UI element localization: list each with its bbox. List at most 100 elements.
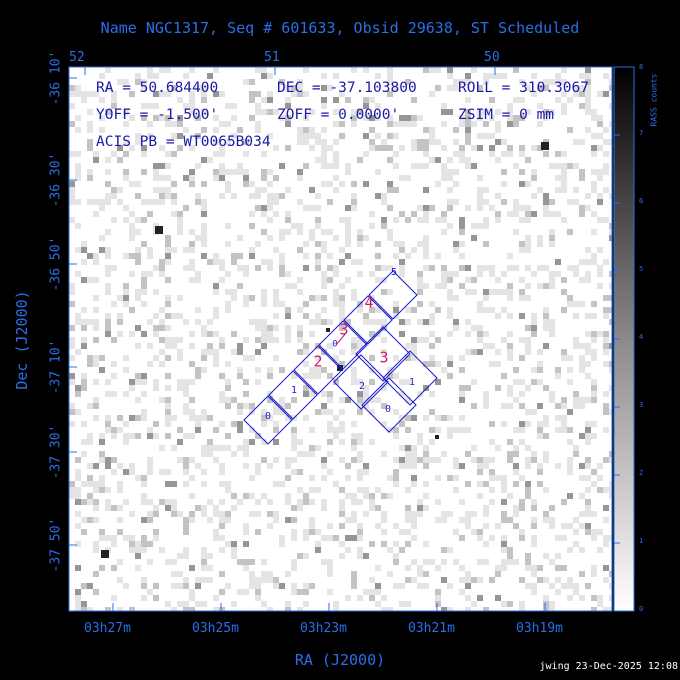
image-pixel — [159, 187, 165, 193]
image-pixel — [423, 151, 429, 157]
image-pixel — [339, 325, 345, 331]
image-pixel — [321, 499, 327, 505]
image-pixel — [417, 163, 423, 169]
image-pixel — [99, 199, 105, 205]
image-pixel — [477, 301, 483, 307]
image-pixel — [261, 259, 267, 265]
image-pixel — [165, 151, 171, 157]
image-pixel — [549, 277, 555, 283]
image-pixel — [531, 193, 537, 199]
image-pixel — [531, 367, 537, 373]
image-pixel — [543, 433, 549, 439]
image-pixel — [165, 343, 171, 349]
image-pixel — [111, 427, 117, 433]
image-pixel — [507, 313, 513, 319]
image-pixel — [327, 319, 333, 325]
chip-label: 4 — [364, 294, 373, 312]
image-pixel — [321, 391, 327, 397]
image-pixel — [501, 307, 507, 313]
image-pixel — [507, 253, 513, 259]
image-pixel — [219, 421, 225, 427]
image-pixel — [261, 169, 267, 175]
image-pixel — [189, 361, 195, 367]
image-pixel — [387, 373, 393, 379]
image-pixel — [357, 499, 363, 505]
image-pixel — [393, 307, 399, 313]
image-pixel — [177, 313, 183, 319]
image-pixel — [507, 451, 513, 457]
image-pixel — [495, 121, 501, 127]
image-pixel — [141, 517, 147, 523]
image-pixel — [513, 523, 519, 529]
image-pixel — [495, 349, 501, 355]
image-pixel — [255, 193, 261, 199]
x-top-tick-label: 51 — [264, 50, 280, 65]
image-pixel — [447, 307, 453, 313]
image-pixel — [591, 229, 597, 235]
image-pixel — [489, 361, 495, 367]
image-pixel — [411, 337, 417, 343]
image-pixel — [69, 355, 75, 361]
image-pixel — [609, 235, 612, 241]
image-pixel — [309, 373, 315, 379]
image-pixel — [243, 79, 249, 85]
image-pixel — [405, 79, 411, 85]
image-pixel — [483, 295, 489, 301]
image-pixel — [489, 145, 495, 151]
image-pixel — [567, 409, 573, 415]
image-pixel — [531, 313, 537, 319]
image-pixel — [129, 433, 135, 439]
image-pixel — [519, 439, 525, 445]
image-pixel — [453, 199, 459, 205]
image-pixel — [225, 511, 231, 517]
image-pixel — [393, 427, 399, 433]
image-pixel — [417, 283, 423, 289]
image-pixel — [201, 157, 207, 163]
image-pixel — [429, 427, 435, 433]
image-pixel — [219, 517, 225, 523]
image-pixel — [531, 145, 537, 151]
image-pixel — [135, 433, 141, 439]
chip-label: 1 — [291, 385, 297, 396]
xray-source — [326, 328, 330, 332]
image-pixel — [159, 337, 165, 343]
image-pixel — [591, 349, 597, 355]
image-pixel — [195, 163, 201, 169]
image-pixel — [69, 85, 75, 91]
image-pixel — [147, 499, 153, 505]
image-pixel — [315, 367, 321, 373]
image-pixel — [387, 571, 393, 577]
image-pixel — [405, 307, 411, 313]
image-pixel — [165, 397, 171, 403]
image-pixel — [447, 223, 453, 229]
image-pixel — [177, 349, 183, 355]
image-pixel — [225, 241, 231, 247]
image-pixel — [357, 307, 363, 313]
image-pixel — [69, 187, 75, 193]
image-pixel — [327, 229, 333, 235]
image-pixel — [177, 379, 183, 385]
image-pixel — [237, 427, 243, 433]
image-pixel — [417, 241, 423, 247]
image-pixel — [135, 415, 141, 421]
image-pixel — [219, 175, 225, 181]
image-pixel — [201, 559, 207, 565]
image-pixel — [591, 469, 597, 475]
image-pixel — [483, 463, 489, 469]
image-pixel — [387, 67, 393, 73]
image-pixel — [93, 505, 99, 511]
image-pixel — [99, 355, 105, 361]
image-pixel — [303, 115, 309, 121]
image-pixel — [423, 457, 429, 463]
image-pixel — [195, 577, 201, 583]
image-pixel — [219, 391, 225, 397]
image-pixel — [87, 403, 93, 409]
image-pixel — [561, 67, 567, 73]
image-pixel — [87, 355, 93, 361]
image-pixel — [351, 379, 357, 385]
image-pixel — [183, 523, 189, 529]
image-pixel — [159, 349, 165, 355]
image-pixel — [435, 601, 441, 607]
image-pixel — [591, 253, 597, 259]
image-pixel — [429, 139, 435, 145]
